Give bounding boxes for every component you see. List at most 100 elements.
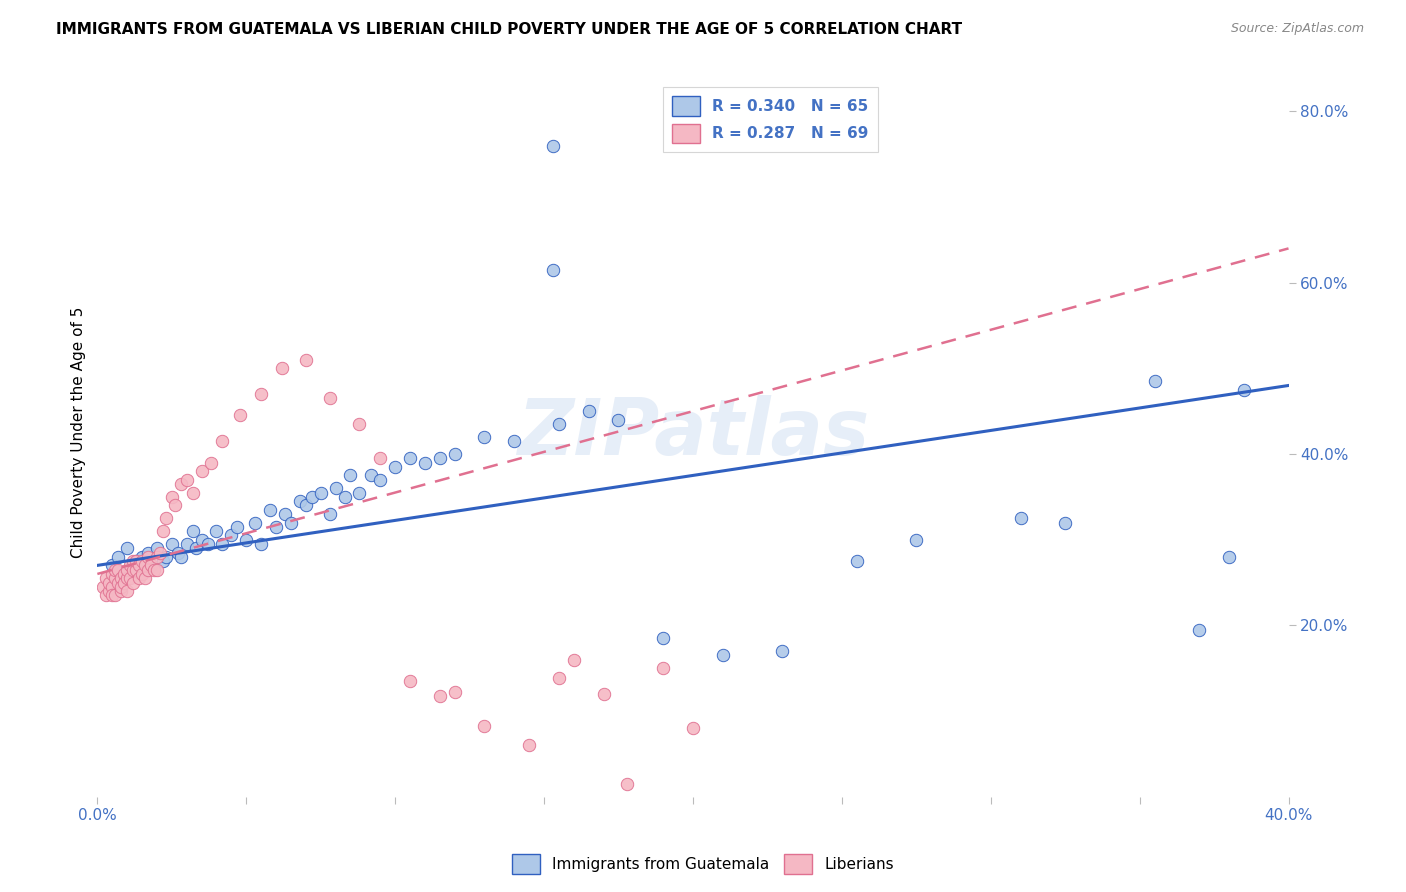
- Point: [770, 644, 793, 658]
- Point: [205, 524, 228, 538]
- Point: [134, 563, 156, 577]
- Point: [128, 571, 150, 585]
- Point: [592, 687, 614, 701]
- Legend: R = 0.340   N = 65, R = 0.287   N = 69: R = 0.340 N = 65, R = 0.287 N = 69: [664, 87, 877, 153]
- Point: [104, 563, 127, 577]
- Point: [429, 451, 451, 466]
- Point: [181, 524, 204, 538]
- Point: [443, 685, 465, 699]
- Point: [152, 524, 174, 538]
- Point: [399, 673, 422, 688]
- Legend: Immigrants from Guatemala, Liberians: Immigrants from Guatemala, Liberians: [506, 848, 900, 880]
- Point: [120, 558, 142, 573]
- Point: [652, 631, 675, 645]
- Point: [503, 434, 526, 449]
- Point: [96, 588, 118, 602]
- Point: [652, 661, 675, 675]
- Point: [152, 554, 174, 568]
- Point: [235, 533, 257, 547]
- Point: [349, 417, 371, 431]
- Point: [271, 361, 294, 376]
- Point: [243, 516, 266, 530]
- Point: [110, 571, 132, 585]
- Point: [125, 554, 148, 568]
- Point: [134, 558, 156, 573]
- Point: [190, 464, 212, 478]
- Point: [115, 584, 138, 599]
- Point: [607, 413, 630, 427]
- Point: [616, 777, 638, 791]
- Point: [107, 549, 129, 564]
- Point: [110, 580, 132, 594]
- Point: [578, 404, 600, 418]
- Point: [136, 563, 159, 577]
- Point: [122, 575, 145, 590]
- Point: [101, 566, 124, 581]
- Point: [1010, 511, 1032, 525]
- Point: [128, 558, 150, 573]
- Point: [184, 541, 207, 556]
- Point: [155, 511, 177, 525]
- Point: [101, 558, 124, 573]
- Point: [146, 541, 169, 556]
- Point: [115, 563, 138, 577]
- Point: [122, 563, 145, 577]
- Point: [181, 485, 204, 500]
- Point: [1233, 383, 1256, 397]
- Point: [120, 571, 142, 585]
- Point: [562, 652, 585, 666]
- Point: [399, 451, 422, 466]
- Text: ZIPatlas: ZIPatlas: [517, 394, 869, 471]
- Point: [294, 352, 316, 367]
- Point: [280, 516, 302, 530]
- Point: [429, 689, 451, 703]
- Point: [541, 263, 564, 277]
- Point: [136, 549, 159, 564]
- Point: [107, 575, 129, 590]
- Point: [107, 563, 129, 577]
- Point: [131, 554, 153, 568]
- Point: [176, 537, 198, 551]
- Point: [104, 571, 127, 585]
- Point: [1188, 623, 1211, 637]
- Point: [160, 537, 183, 551]
- Point: [517, 739, 540, 753]
- Point: [845, 554, 868, 568]
- Point: [160, 490, 183, 504]
- Point: [139, 558, 162, 573]
- Point: [264, 520, 287, 534]
- Point: [301, 490, 323, 504]
- Point: [190, 533, 212, 547]
- Point: [318, 507, 340, 521]
- Point: [131, 566, 153, 581]
- Point: [125, 563, 148, 577]
- Point: [474, 430, 496, 444]
- Point: [325, 481, 347, 495]
- Point: [259, 502, 281, 516]
- Point: [226, 520, 249, 534]
- Point: [711, 648, 734, 663]
- Point: [110, 584, 132, 599]
- Point: [333, 490, 356, 504]
- Point: [134, 571, 156, 585]
- Point: [368, 473, 391, 487]
- Point: [413, 456, 436, 470]
- Point: [1218, 549, 1240, 564]
- Point: [176, 473, 198, 487]
- Point: [155, 549, 177, 564]
- Y-axis label: Child Poverty Under the Age of 5: Child Poverty Under the Age of 5: [72, 307, 86, 558]
- Point: [125, 554, 148, 568]
- Point: [384, 459, 406, 474]
- Point: [131, 549, 153, 564]
- Point: [197, 537, 219, 551]
- Text: Source: ZipAtlas.com: Source: ZipAtlas.com: [1230, 22, 1364, 36]
- Point: [541, 138, 564, 153]
- Point: [349, 485, 371, 500]
- Point: [211, 434, 233, 449]
- Point: [122, 558, 145, 573]
- Point: [368, 451, 391, 466]
- Point: [339, 468, 361, 483]
- Point: [170, 477, 193, 491]
- Point: [139, 558, 162, 573]
- Point: [211, 537, 233, 551]
